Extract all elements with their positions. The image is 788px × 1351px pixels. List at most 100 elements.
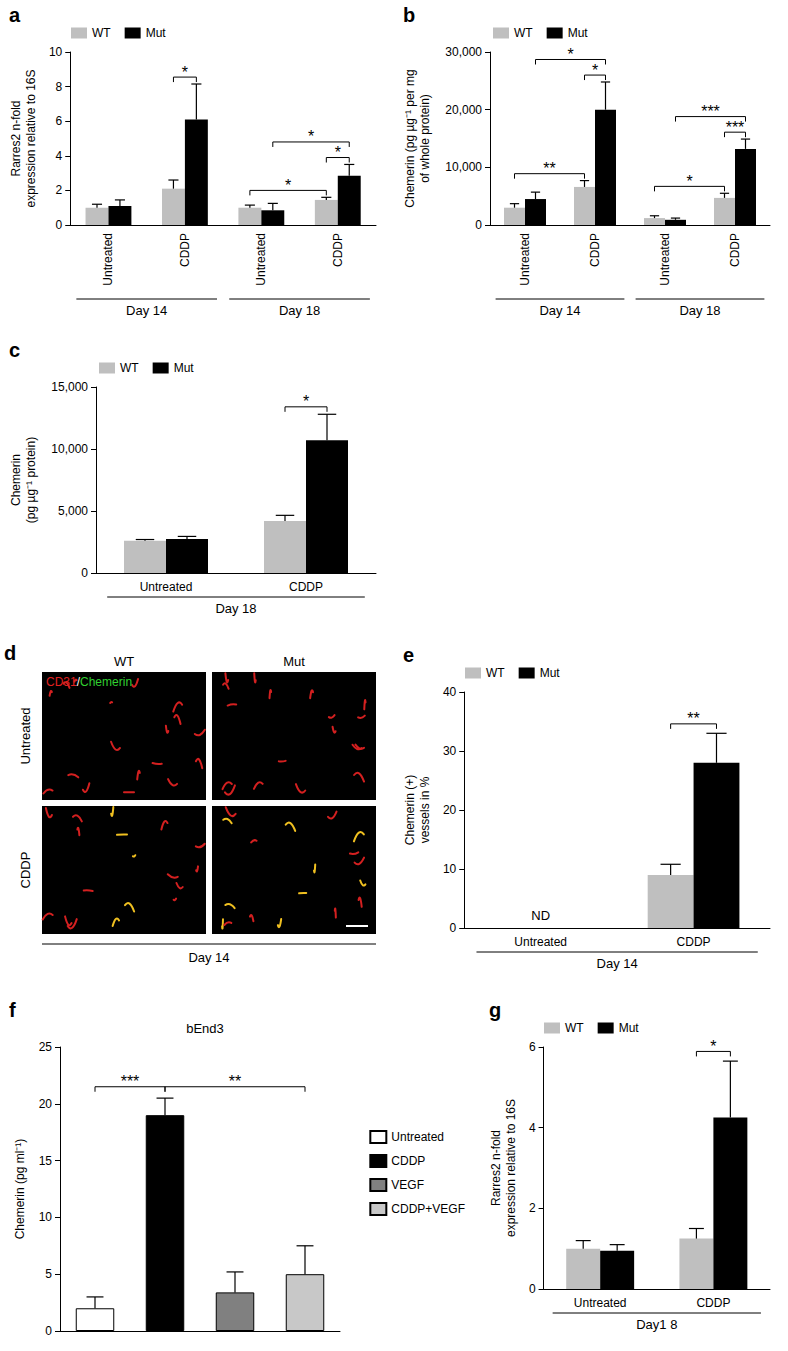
svg-text:5: 5 bbox=[45, 1267, 52, 1281]
svg-text:0: 0 bbox=[81, 566, 88, 580]
svg-text:d: d bbox=[4, 642, 16, 664]
svg-text:0: 0 bbox=[475, 218, 482, 232]
svg-text:0: 0 bbox=[56, 218, 63, 232]
svg-text:WT: WT bbox=[114, 654, 134, 669]
svg-text:CDDP: CDDP bbox=[391, 1154, 425, 1168]
svg-text:Day 18: Day 18 bbox=[679, 303, 720, 318]
svg-text:expression relative to 16S: expression relative to 16S bbox=[504, 1099, 518, 1237]
svg-text:40: 40 bbox=[443, 685, 457, 699]
svg-text:Mut: Mut bbox=[568, 26, 589, 40]
svg-text:***: *** bbox=[726, 119, 745, 136]
svg-text:VEGF: VEGF bbox=[391, 1178, 424, 1192]
svg-text:10: 10 bbox=[39, 1210, 53, 1224]
svg-text:**: ** bbox=[687, 710, 699, 727]
svg-text:Rarres2 n-fold: Rarres2 n-fold bbox=[9, 100, 23, 176]
svg-text:0: 0 bbox=[450, 921, 457, 935]
svg-text:*: * bbox=[592, 62, 598, 79]
svg-text:4: 4 bbox=[529, 1121, 536, 1135]
svg-text:10: 10 bbox=[49, 45, 63, 59]
svg-text:Untreated: Untreated bbox=[514, 935, 567, 949]
svg-text:CDDP: CDDP bbox=[696, 1296, 730, 1310]
svg-text:Day 14: Day 14 bbox=[539, 303, 580, 318]
svg-text:Untreated: Untreated bbox=[140, 580, 193, 594]
svg-text:vessels in %: vessels in % bbox=[418, 776, 432, 843]
svg-text:Mut: Mut bbox=[174, 361, 195, 375]
svg-text:Untreated: Untreated bbox=[658, 233, 672, 286]
svg-text:CDDP: CDDP bbox=[289, 580, 323, 594]
svg-text:Day 18: Day 18 bbox=[279, 303, 320, 318]
svg-text:WT: WT bbox=[565, 1021, 584, 1035]
svg-text:30: 30 bbox=[443, 744, 457, 758]
svg-text:20,000: 20,000 bbox=[445, 103, 482, 117]
svg-text:*: * bbox=[308, 128, 314, 145]
svg-text:Chemerin (+): Chemerin (+) bbox=[403, 775, 417, 845]
svg-text:2: 2 bbox=[56, 183, 63, 197]
svg-text:bEnd3: bEnd3 bbox=[186, 1021, 224, 1036]
svg-text:0: 0 bbox=[529, 1282, 536, 1296]
svg-text:10,000: 10,000 bbox=[445, 160, 482, 174]
svg-text:Chemerin (pg µg⁻¹ per mg: Chemerin (pg µg⁻¹ per mg bbox=[403, 69, 417, 207]
svg-text:2: 2 bbox=[529, 1201, 536, 1215]
svg-text:CDDP: CDDP bbox=[178, 233, 192, 267]
svg-text:Day 14: Day 14 bbox=[126, 303, 167, 318]
svg-text:ND: ND bbox=[531, 908, 550, 923]
svg-text:Mut: Mut bbox=[540, 666, 561, 680]
svg-text:WT: WT bbox=[486, 666, 505, 680]
svg-text:25: 25 bbox=[39, 1040, 53, 1054]
svg-text:b: b bbox=[403, 4, 415, 26]
svg-text:Rarres2 n-fold: Rarres2 n-fold bbox=[489, 1130, 503, 1206]
svg-text:15: 15 bbox=[39, 1154, 53, 1168]
svg-text:10: 10 bbox=[443, 862, 457, 876]
svg-text:Untreated: Untreated bbox=[391, 1130, 444, 1144]
svg-text:a: a bbox=[9, 4, 21, 26]
svg-text:20: 20 bbox=[39, 1097, 53, 1111]
svg-text:Untreated: Untreated bbox=[101, 233, 115, 286]
svg-text:Day 14: Day 14 bbox=[597, 956, 638, 971]
svg-text:30,000: 30,000 bbox=[445, 45, 482, 59]
svg-text:6: 6 bbox=[529, 1040, 536, 1054]
svg-text:10,000: 10,000 bbox=[51, 442, 88, 456]
svg-text:**: ** bbox=[543, 160, 555, 177]
svg-text:expression relative to 16S: expression relative to 16S bbox=[24, 69, 38, 207]
svg-text:***: *** bbox=[701, 103, 720, 120]
svg-text:Untreated: Untreated bbox=[18, 707, 33, 764]
svg-text:Mut: Mut bbox=[146, 26, 167, 40]
svg-text:5,000: 5,000 bbox=[58, 504, 88, 518]
svg-text:e: e bbox=[403, 644, 414, 666]
svg-text:15,000: 15,000 bbox=[51, 380, 88, 394]
svg-text:*: * bbox=[567, 46, 573, 63]
svg-text:CDDP: CDDP bbox=[18, 852, 33, 889]
svg-text:CDDP+VEGF: CDDP+VEGF bbox=[391, 1202, 465, 1216]
svg-text:Chemerin (pg ml⁻¹): Chemerin (pg ml⁻¹) bbox=[13, 1139, 27, 1240]
svg-text:*: * bbox=[303, 393, 309, 410]
svg-text:f: f bbox=[9, 999, 16, 1021]
svg-text:CDDP: CDDP bbox=[331, 233, 345, 267]
svg-text:Day1 8: Day1 8 bbox=[636, 1317, 677, 1332]
svg-text:Day 18: Day 18 bbox=[215, 601, 256, 616]
svg-text:Chemerin: Chemerin bbox=[9, 454, 23, 506]
svg-text:Mut: Mut bbox=[619, 1021, 640, 1035]
svg-text:CDDP: CDDP bbox=[588, 233, 602, 267]
svg-text:*: * bbox=[686, 173, 692, 190]
svg-text:(pg µg⁻¹ protein): (pg µg⁻¹ protein) bbox=[24, 437, 38, 523]
svg-text:CDDP: CDDP bbox=[677, 935, 711, 949]
svg-text:8: 8 bbox=[56, 80, 63, 94]
svg-text:WT: WT bbox=[92, 26, 111, 40]
svg-text:c: c bbox=[9, 339, 20, 361]
svg-text:*: * bbox=[710, 1038, 716, 1055]
svg-text:CDDP: CDDP bbox=[728, 233, 742, 267]
svg-text:**: ** bbox=[229, 1073, 241, 1090]
svg-text:g: g bbox=[489, 999, 501, 1021]
svg-text:*: * bbox=[182, 64, 188, 81]
svg-text:Untreated: Untreated bbox=[574, 1296, 627, 1310]
svg-text:***: *** bbox=[121, 1073, 140, 1090]
svg-text:Untreated: Untreated bbox=[254, 233, 268, 286]
svg-text:WT: WT bbox=[120, 361, 139, 375]
svg-text:Day 14: Day 14 bbox=[188, 950, 229, 965]
svg-text:Untreated: Untreated bbox=[518, 233, 532, 286]
svg-text:0: 0 bbox=[45, 1324, 52, 1338]
svg-text:4: 4 bbox=[56, 149, 63, 163]
svg-text:of whole protein): of whole protein) bbox=[418, 94, 432, 183]
svg-text:Mut: Mut bbox=[283, 654, 305, 669]
svg-text:6: 6 bbox=[56, 114, 63, 128]
